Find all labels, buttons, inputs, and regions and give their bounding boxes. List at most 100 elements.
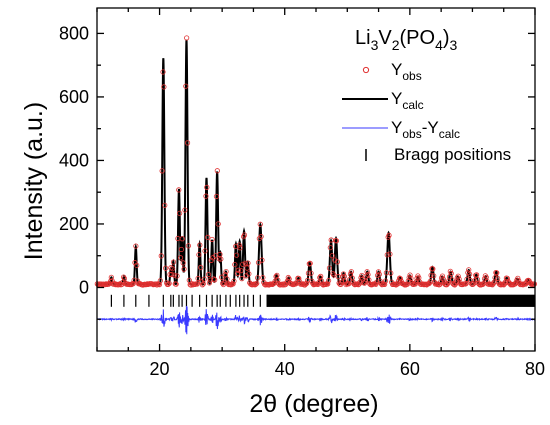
obs-point <box>238 268 244 274</box>
obs-point <box>346 277 353 283</box>
obs-point <box>455 273 461 279</box>
obs-point <box>474 276 481 283</box>
x-tick-label: 80 <box>525 359 545 379</box>
obs-point <box>208 257 214 263</box>
bragg-positions-layer <box>110 294 536 307</box>
obs-point <box>239 276 245 282</box>
obs-point <box>304 280 310 286</box>
obs-point <box>329 253 335 259</box>
obs-point <box>237 245 243 251</box>
obs-point <box>464 276 470 282</box>
obs-point <box>170 259 177 265</box>
obs-point <box>197 242 203 248</box>
obs-point <box>456 276 462 282</box>
obs-point <box>325 278 332 284</box>
y-tick-label: 400 <box>59 150 89 170</box>
y-axis-title: Intensity (a.u.) <box>20 102 48 260</box>
obs-point <box>255 259 262 266</box>
obs-point <box>492 275 498 281</box>
obs-point <box>177 255 184 261</box>
x-tick-label: 20 <box>150 359 170 379</box>
obs-point <box>375 269 382 275</box>
obs-point <box>234 270 241 277</box>
obs-point <box>365 272 371 278</box>
obs-point <box>325 281 331 287</box>
obs-point <box>437 281 443 288</box>
obs-point <box>449 277 455 283</box>
observed-points-layer <box>94 35 538 288</box>
obs-point <box>355 281 361 288</box>
legend-calc-label: Ycalc <box>391 89 424 112</box>
obs-point <box>245 260 251 266</box>
obs-point <box>130 281 136 287</box>
obs-point <box>209 236 215 243</box>
obs-point <box>260 274 266 281</box>
y-tick-label: 200 <box>59 214 89 234</box>
obs-point <box>169 271 175 278</box>
obs-point <box>242 260 248 266</box>
obs-point <box>382 278 389 284</box>
obs-point <box>204 184 210 190</box>
obs-point <box>185 243 192 249</box>
obs-point <box>171 272 177 278</box>
obs-point <box>259 257 265 263</box>
obs-point <box>255 275 261 281</box>
obs-point <box>253 281 259 287</box>
obs-point <box>133 243 139 249</box>
obs-point <box>174 273 180 279</box>
obs-point <box>213 193 220 200</box>
obs-point <box>258 233 264 240</box>
obs-point <box>131 277 137 283</box>
obs-point <box>221 280 227 286</box>
obs-point <box>445 280 451 287</box>
obs-point <box>333 238 340 244</box>
obs-point <box>157 278 163 284</box>
obs-point <box>219 274 225 280</box>
x-tick-label: 40 <box>275 359 295 379</box>
obs-point <box>472 278 478 284</box>
legend: Yobs Ycalc Yobs-Ycalc Bragg positions <box>342 60 511 164</box>
obs-point <box>384 252 390 258</box>
obs-point <box>158 253 164 259</box>
obs-point <box>212 277 218 283</box>
obs-point <box>439 273 446 279</box>
obs-point <box>388 270 394 276</box>
obs-point <box>334 259 340 265</box>
obs-point <box>215 221 221 227</box>
obs-point <box>448 270 454 277</box>
obs-point <box>203 193 209 199</box>
obs-point <box>184 140 191 146</box>
obs-point <box>327 244 333 251</box>
obs-point <box>183 83 189 89</box>
obs-point <box>153 281 159 287</box>
obs-point <box>480 281 486 288</box>
obs-point <box>199 282 206 288</box>
obs-point <box>161 84 167 90</box>
obs-point <box>116 281 122 288</box>
obs-point <box>201 276 207 282</box>
obs-point <box>431 273 437 279</box>
obs-point <box>274 272 280 278</box>
obs-point <box>364 269 370 275</box>
obs-point <box>135 278 141 284</box>
obs-point <box>305 270 312 276</box>
obs-point <box>235 267 241 273</box>
obs-point <box>223 268 229 275</box>
obs-point <box>430 266 436 272</box>
y-tick-label: 800 <box>59 23 89 43</box>
obs-point <box>234 252 240 258</box>
obs-point <box>222 272 228 278</box>
obs-point <box>182 207 188 213</box>
obs-point <box>170 266 176 272</box>
obs-point <box>489 282 495 288</box>
compound-annotation: Li3V2(PO4)3 <box>355 27 458 53</box>
obs-point <box>374 279 380 285</box>
x-axis-title: 2θ (degree) <box>249 390 378 418</box>
obs-point <box>230 281 236 287</box>
obs-point <box>236 242 242 248</box>
obs-point <box>176 187 182 193</box>
obs-point <box>181 266 187 272</box>
